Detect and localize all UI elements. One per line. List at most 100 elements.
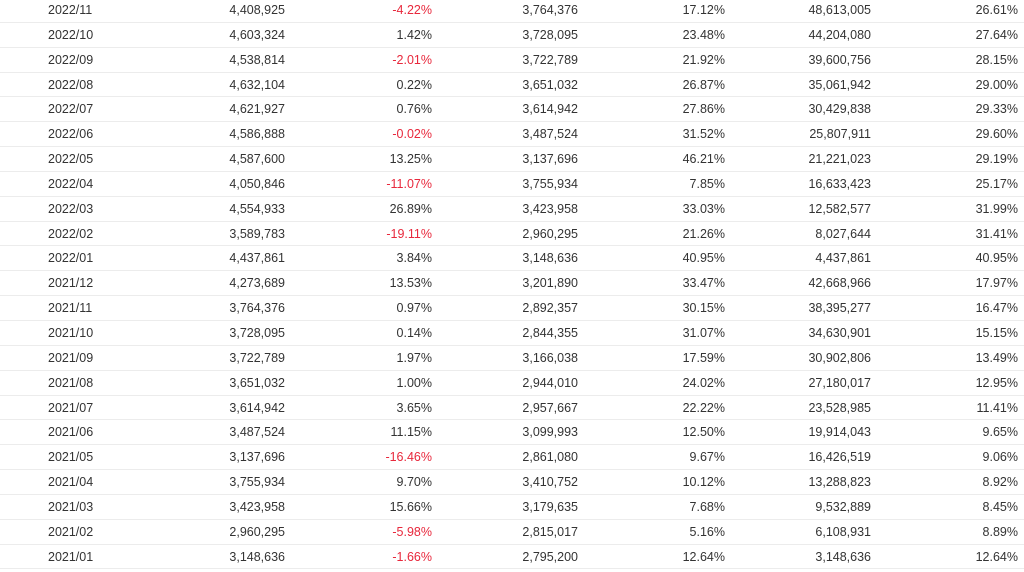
compare-value-cell: 3,764,376: [522, 3, 578, 17]
value-cell: 4,603,324: [229, 27, 285, 42]
cumulative-rate-cell: 9.06%: [982, 450, 1018, 465]
change-rate-cell: -2.01%: [392, 52, 432, 67]
month-cell: 2021/02: [48, 524, 94, 539]
growth-rate-cell: 21.92%: [682, 52, 725, 67]
month-cell: 2021/04: [48, 475, 94, 490]
cumulative-rate-cell: 29.19%: [975, 152, 1018, 167]
growth-rate-cell: 31.07%: [682, 325, 725, 340]
growth-rate-cell: 27.86%: [682, 102, 725, 117]
value-cell: 4,273,689: [229, 276, 285, 291]
value-cell: 4,586,888: [229, 127, 285, 142]
table-row: 2022/08 4,632,104 0.22% 3,651,032 26.87% 35,0…: [0, 73, 1024, 98]
compare-value-cell: 2,861,080: [522, 450, 578, 465]
change-rate-cell: -11.07%: [386, 176, 432, 191]
table-row: 2021/10 3,728,095 0.14% 2,844,355 31.07% 34,6…: [0, 321, 1024, 346]
cumulative-rate-cell: 13.49%: [975, 350, 1018, 365]
change-rate-cell: -4.22%: [392, 3, 432, 17]
table-row: 2022/11 4,408,925 -4.22% 3,764,376 17.12% 48,…: [0, 0, 1024, 23]
table-row: 2022/10 4,603,324 1.42% 3,728,095 23.48% 44,2…: [0, 23, 1024, 48]
cumulative-rate-cell: 9.65%: [982, 425, 1018, 440]
month-cell: 2021/07: [48, 400, 94, 415]
growth-rate-cell: 7.68%: [689, 499, 725, 514]
table-row: 2021/03 3,423,958 15.66% 3,179,635 7.68% 9,53…: [0, 495, 1024, 520]
compare-value-cell: 2,957,667: [522, 400, 578, 415]
cumulative-rate-cell: 40.95%: [975, 251, 1018, 266]
month-cell: 2022/06: [48, 127, 94, 142]
month-cell: 2021/10: [48, 325, 94, 340]
table-row: 2022/05 4,587,600 13.25% 3,137,696 46.21% 21,…: [0, 147, 1024, 172]
change-rate-cell: 0.14%: [396, 325, 432, 340]
compare-value-cell: 3,201,890: [522, 276, 578, 291]
value-cell: 4,621,927: [229, 102, 285, 117]
cumulative-rate-cell: 31.41%: [975, 226, 1018, 241]
month-cell: 2022/08: [48, 77, 94, 92]
table-row: 2021/02 2,960,295 -5.98% 2,815,017 5.16% 6,10…: [0, 520, 1024, 545]
value-cell: 2,960,295: [229, 524, 285, 539]
growth-rate-cell: 33.47%: [682, 276, 725, 291]
value-cell: 3,722,789: [229, 350, 285, 365]
change-rate-cell: -1.66%: [392, 549, 432, 564]
change-rate-cell: 1.42%: [396, 27, 432, 42]
cumulative-rate-cell: 11.41%: [976, 400, 1018, 415]
value-cell: 4,437,861: [229, 251, 285, 266]
table-row: 2022/04 4,050,846 -11.07% 3,755,934 7.85% 16,…: [0, 172, 1024, 197]
cumulative-rate-cell: 29.33%: [975, 102, 1018, 117]
compare-value-cell: 2,844,355: [522, 325, 578, 340]
month-cell: 2021/09: [48, 350, 94, 365]
growth-rate-cell: 7.85%: [689, 176, 725, 191]
table-row: 2021/05 3,137,696 -16.46% 2,861,080 9.67% 16,…: [0, 445, 1024, 471]
month-cell: 2022/02: [48, 226, 94, 241]
cumulative-cell: 16,426,519: [808, 450, 871, 465]
table-row: 2022/02 3,589,783 -19.11% 2,960,295 21.26% 8,…: [0, 222, 1024, 247]
month-cell: 2022/04: [48, 176, 94, 191]
cumulative-rate-cell: 28.15%: [975, 52, 1018, 67]
change-rate-cell: 0.97%: [396, 301, 432, 316]
month-cell: 2021/08: [48, 375, 94, 390]
compare-value-cell: 2,815,017: [522, 524, 578, 539]
table-row: 2022/07 4,621,927 0.76% 3,614,942 27.86% 30,4…: [0, 97, 1024, 123]
change-rate-cell: 0.76%: [396, 102, 432, 117]
compare-value-cell: 3,487,524: [522, 127, 578, 142]
value-cell: 3,728,095: [229, 325, 285, 340]
cumulative-rate-cell: 15.15%: [975, 325, 1018, 340]
compare-value-cell: 2,960,295: [522, 226, 578, 241]
value-cell: 3,589,783: [229, 226, 285, 241]
value-cell: 3,614,942: [229, 400, 285, 415]
change-rate-cell: -19.11%: [386, 226, 432, 241]
table-row: 2021/04 3,755,934 9.70% 3,410,752 10.12% 13,2…: [0, 470, 1024, 495]
value-cell: 3,755,934: [229, 475, 285, 490]
table-row: 2021/08 3,651,032 1.00% 2,944,010 24.02% 27,1…: [0, 371, 1024, 396]
month-cell: 2021/06: [48, 425, 94, 440]
value-cell: 4,587,600: [229, 152, 285, 167]
compare-value-cell: 3,728,095: [522, 27, 578, 42]
compare-value-cell: 3,166,038: [522, 350, 578, 365]
month-cell: 2021/11: [48, 301, 93, 316]
cumulative-cell: 16,633,423: [808, 176, 871, 191]
value-cell: 4,538,814: [229, 52, 285, 67]
compare-value-cell: 3,614,942: [522, 102, 578, 117]
month-cell: 2022/03: [48, 201, 94, 216]
change-rate-cell: -0.02%: [392, 127, 432, 142]
cumulative-cell: 21,221,023: [808, 152, 871, 167]
growth-rate-cell: 46.21%: [682, 152, 725, 167]
change-rate-cell: 1.97%: [396, 350, 432, 365]
compare-value-cell: 3,099,993: [522, 425, 578, 440]
growth-rate-cell: 12.64%: [682, 549, 725, 564]
compare-value-cell: 3,755,934: [522, 176, 578, 191]
compare-value-cell: 3,651,032: [522, 77, 578, 92]
value-cell: 3,487,524: [229, 425, 285, 440]
cumulative-cell: 30,902,806: [808, 350, 871, 365]
change-rate-cell: 3.84%: [396, 251, 432, 266]
compare-value-cell: 3,148,636: [522, 251, 578, 266]
growth-rate-cell: 22.22%: [682, 400, 725, 415]
change-rate-cell: -5.98%: [392, 524, 432, 539]
cumulative-rate-cell: 25.17%: [975, 176, 1018, 191]
cumulative-cell: 44,204,080: [808, 27, 871, 42]
table-row: 2022/03 4,554,933 26.89% 3,423,958 33.03% 12,…: [0, 197, 1024, 222]
growth-rate-cell: 24.02%: [682, 375, 725, 390]
compare-value-cell: 2,795,200: [522, 549, 578, 564]
growth-rate-cell: 5.16%: [689, 524, 725, 539]
table-row: 2022/06 4,586,888 -0.02% 3,487,524 31.52% 25,…: [0, 122, 1024, 148]
growth-rate-cell: 30.15%: [682, 301, 725, 316]
